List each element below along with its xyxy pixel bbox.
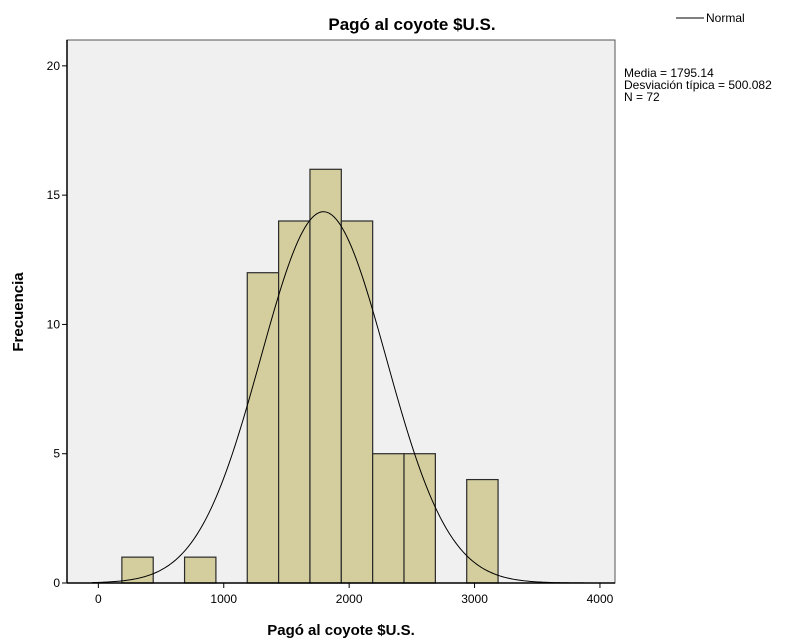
chart-title: Pagó al coyote $U.S.	[328, 15, 495, 34]
histogram-bar-5	[340, 220, 374, 584]
y-tick-label-1: 5	[53, 447, 60, 461]
x-tick-label-3: 3000	[461, 592, 488, 606]
histogram-bar-0	[121, 556, 154, 584]
histogram-bar-6	[372, 453, 405, 584]
y-axis-label: Frecuencia	[10, 272, 27, 352]
legend: Normal	[676, 11, 745, 25]
normal-curve	[92, 211, 615, 584]
x-tick-label-1: 1000	[210, 592, 237, 606]
x-tick-label-4: 4000	[587, 592, 614, 606]
histogram-bar-2	[246, 272, 280, 584]
y-tick-label-4: 20	[47, 59, 61, 73]
x-axis-label: Pagó al coyote $U.S.	[267, 622, 415, 639]
histogram-bar-7	[403, 453, 436, 584]
x-tick-label-0: 0	[95, 592, 102, 606]
stat-std-dev: Desviación típica = 500.082	[624, 78, 772, 92]
x-ticks-layer: 0 1000 2000 3000 4000	[95, 583, 614, 606]
stat-n: N = 72	[624, 90, 660, 104]
x-tick-label-2: 2000	[336, 592, 363, 606]
y-tick-label-2: 10	[47, 317, 61, 331]
bars-layer	[121, 168, 499, 584]
stats-box: Media = 1795.14 Desviación típica = 500.…	[624, 66, 772, 104]
stat-mean: Media = 1795.14	[624, 66, 714, 80]
y-tick-label-0: 0	[53, 576, 60, 590]
y-ticks-layer: 0 5 10 15 20	[47, 59, 67, 590]
legend-normal-label: Normal	[706, 11, 745, 25]
histogram-bar-1	[183, 556, 217, 584]
histogram-bar-8	[466, 478, 499, 584]
histogram-bar-3	[278, 220, 311, 584]
histogram-bar-4	[309, 168, 342, 584]
y-tick-label-3: 15	[47, 188, 61, 202]
